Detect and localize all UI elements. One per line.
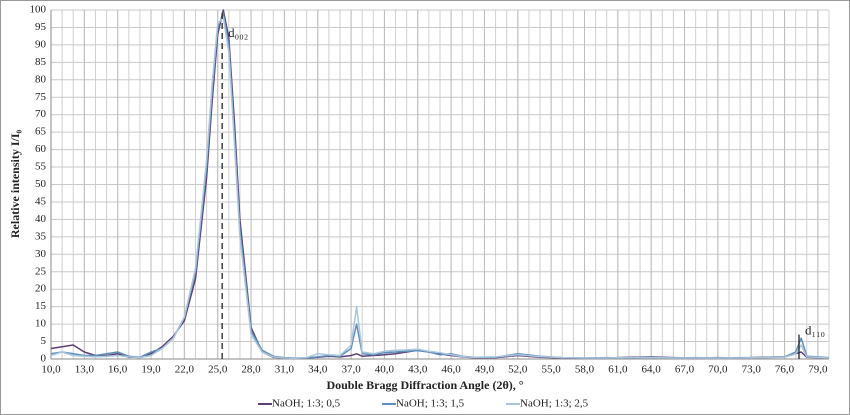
y-tick-label: 60 — [35, 143, 47, 155]
y-tick-label: 15 — [35, 300, 47, 312]
y-tick-label: 95 — [35, 21, 47, 33]
x-tick-label: 40,0 — [375, 364, 395, 376]
x-tick-label: 49,0 — [475, 364, 495, 376]
y-tick-label: 25 — [35, 265, 47, 277]
y-tick-label: 10 — [35, 318, 47, 330]
y-tick-label: 75 — [35, 91, 47, 103]
x-tick-label: 31,0 — [275, 364, 295, 376]
y-tick-label: 0 — [41, 353, 47, 365]
x-tick-label: 25,0 — [208, 364, 228, 376]
y-tick-label: 85 — [35, 56, 47, 68]
legend-label: NaOH; 1:3; 1,5 — [396, 398, 465, 410]
x-tick-label: 19,0 — [141, 364, 161, 376]
y-tick-label: 5 — [41, 335, 47, 347]
y-tick-label: 55 — [35, 161, 47, 173]
y-tick-label: 65 — [35, 126, 47, 138]
x-tick-label: 52,0 — [508, 364, 528, 376]
y-tick-label: 100 — [30, 4, 47, 16]
x-tick-label: 64,0 — [642, 364, 662, 376]
x-tick-label: 73,0 — [742, 364, 762, 376]
x-tick-label: 28,0 — [241, 364, 261, 376]
y-axis-title: Relative intensity I/I₀ — [8, 129, 22, 238]
series-line — [50, 16, 830, 360]
x-tick-label: 55,0 — [542, 364, 562, 376]
x-tick-label: 16,0 — [108, 364, 128, 376]
x-tick-label: 46,0 — [441, 364, 461, 376]
x-tick-label: 37,0 — [341, 364, 361, 376]
annotation-label: d₀₀₂ — [228, 25, 248, 40]
x-tick-label: 70,0 — [708, 364, 728, 376]
x-tick-label: 76,0 — [775, 364, 795, 376]
y-tick-label: 80 — [35, 73, 47, 85]
x-tick-label: 10,0 — [41, 364, 61, 376]
x-tick-label: 61,0 — [608, 364, 628, 376]
y-tick-label: 35 — [35, 230, 47, 242]
y-tick-label: 40 — [35, 213, 47, 225]
x-tick-label: 67,0 — [675, 364, 695, 376]
x-tick-label: 34,0 — [308, 364, 328, 376]
x-tick-label: 43,0 — [408, 364, 428, 376]
legend-label: NaOH; 1:3; 2,5 — [520, 398, 589, 410]
annotation-label: d₁₁₀ — [805, 323, 825, 338]
x-tick-label: 13,0 — [75, 364, 95, 376]
y-tick-label: 50 — [35, 178, 47, 190]
legend-label: NaOH; 1:3; 0,5 — [272, 398, 341, 410]
y-tick-label: 70 — [35, 108, 47, 120]
x-tick-label: 79,0 — [808, 364, 828, 376]
x-axis-title: Double Bragg Diffraction Angle (2θ), ° — [326, 378, 523, 392]
x-tick-label: 22,0 — [175, 364, 195, 376]
y-tick-label: 20 — [35, 283, 47, 295]
x-tick-label: 58,0 — [575, 364, 595, 376]
y-tick-label: 45 — [35, 195, 47, 207]
y-tick-label: 30 — [35, 248, 47, 260]
y-tick-label: 90 — [35, 38, 47, 50]
